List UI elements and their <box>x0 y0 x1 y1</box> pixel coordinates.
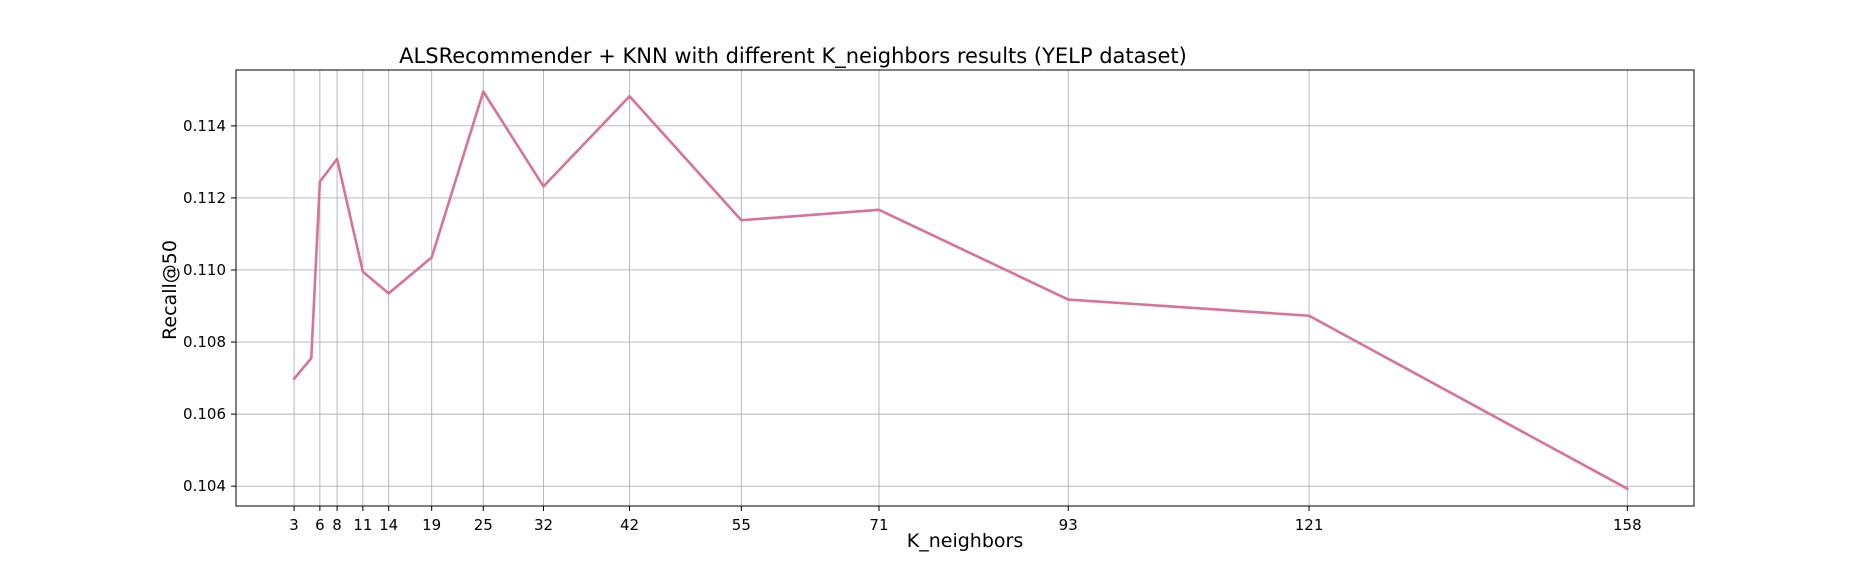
y-axis-label: Recall@50 <box>159 240 181 340</box>
series-line-0 <box>292 90 1629 491</box>
x-tick-label: 6 <box>315 516 325 534</box>
y-tick-label: 0.110 <box>183 261 226 279</box>
x-tick-label: 11 <box>353 516 372 534</box>
y-tick-label: 0.108 <box>183 333 226 351</box>
x-tick-label: 3 <box>289 516 299 534</box>
series-lines <box>292 90 1629 491</box>
x-tick-label: 71 <box>869 516 888 534</box>
y-tick-label: 0.106 <box>183 405 226 423</box>
x-tick-label: 25 <box>474 516 493 534</box>
x-axis-label: K_neighbors <box>907 530 1023 552</box>
y-tick-label: 0.114 <box>183 117 226 135</box>
x-tick-label: 14 <box>379 516 398 534</box>
axis-ticks: 3 6 8 11 14 19 25 32 42 55 71 93 121 158 0.104 0.106 0.1… <box>183 117 1642 534</box>
y-tick-label: 0.104 <box>183 477 226 495</box>
x-tick-label: 93 <box>1059 516 1078 534</box>
chart-title: ALSRecommender + KNN with different K_ne… <box>399 44 1187 69</box>
y-tick-label: 0.112 <box>183 189 226 207</box>
x-tick-label: 158 <box>1613 516 1642 534</box>
x-tick-label: 8 <box>332 516 342 534</box>
x-tick-label: 55 <box>732 516 751 534</box>
x-tick-label: 19 <box>422 516 441 534</box>
plot-frame <box>235 69 1695 507</box>
x-tick-label: 121 <box>1295 516 1324 534</box>
x-tick-label: 42 <box>620 516 639 534</box>
x-tick-label: 32 <box>534 516 553 534</box>
grid-lines <box>236 70 1694 506</box>
